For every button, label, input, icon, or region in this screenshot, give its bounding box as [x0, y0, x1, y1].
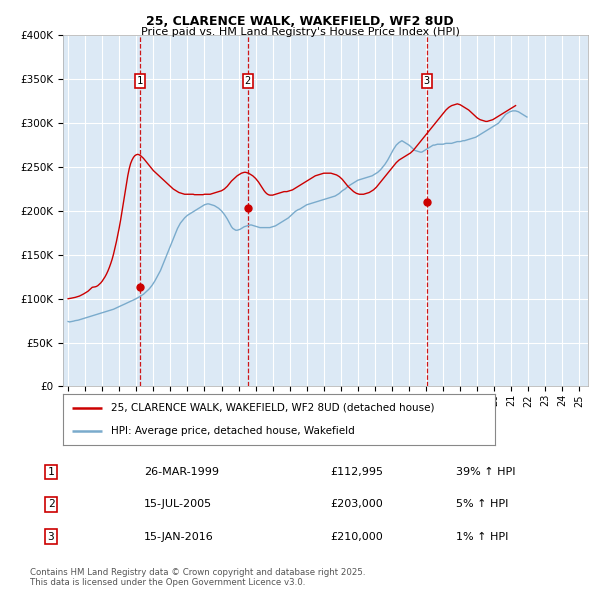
Text: Contains HM Land Registry data © Crown copyright and database right 2025.: Contains HM Land Registry data © Crown c… — [30, 568, 365, 577]
Text: 2: 2 — [245, 76, 251, 86]
Text: £112,995: £112,995 — [330, 467, 383, 477]
Text: 5% ↑ HPI: 5% ↑ HPI — [456, 500, 508, 509]
Text: This data is licensed under the Open Government Licence v3.0.: This data is licensed under the Open Gov… — [30, 578, 305, 587]
Text: 26-MAR-1999: 26-MAR-1999 — [144, 467, 219, 477]
Text: 15-JUL-2005: 15-JUL-2005 — [144, 500, 212, 509]
Text: HPI: Average price, detached house, Wakefield: HPI: Average price, detached house, Wake… — [110, 427, 354, 437]
Text: £203,000: £203,000 — [330, 500, 383, 509]
Text: 1: 1 — [137, 76, 143, 86]
Text: £210,000: £210,000 — [330, 532, 383, 542]
Text: 3: 3 — [47, 532, 55, 542]
Text: 2: 2 — [47, 500, 55, 509]
Text: 25, CLARENCE WALK, WAKEFIELD, WF2 8UD (detached house): 25, CLARENCE WALK, WAKEFIELD, WF2 8UD (d… — [110, 402, 434, 412]
Text: 15-JAN-2016: 15-JAN-2016 — [144, 532, 214, 542]
Text: 1: 1 — [47, 467, 55, 477]
Text: 1% ↑ HPI: 1% ↑ HPI — [456, 532, 508, 542]
Text: 3: 3 — [424, 76, 430, 86]
Text: Price paid vs. HM Land Registry's House Price Index (HPI): Price paid vs. HM Land Registry's House … — [140, 27, 460, 37]
Text: 39% ↑ HPI: 39% ↑ HPI — [456, 467, 515, 477]
Text: 25, CLARENCE WALK, WAKEFIELD, WF2 8UD: 25, CLARENCE WALK, WAKEFIELD, WF2 8UD — [146, 15, 454, 28]
